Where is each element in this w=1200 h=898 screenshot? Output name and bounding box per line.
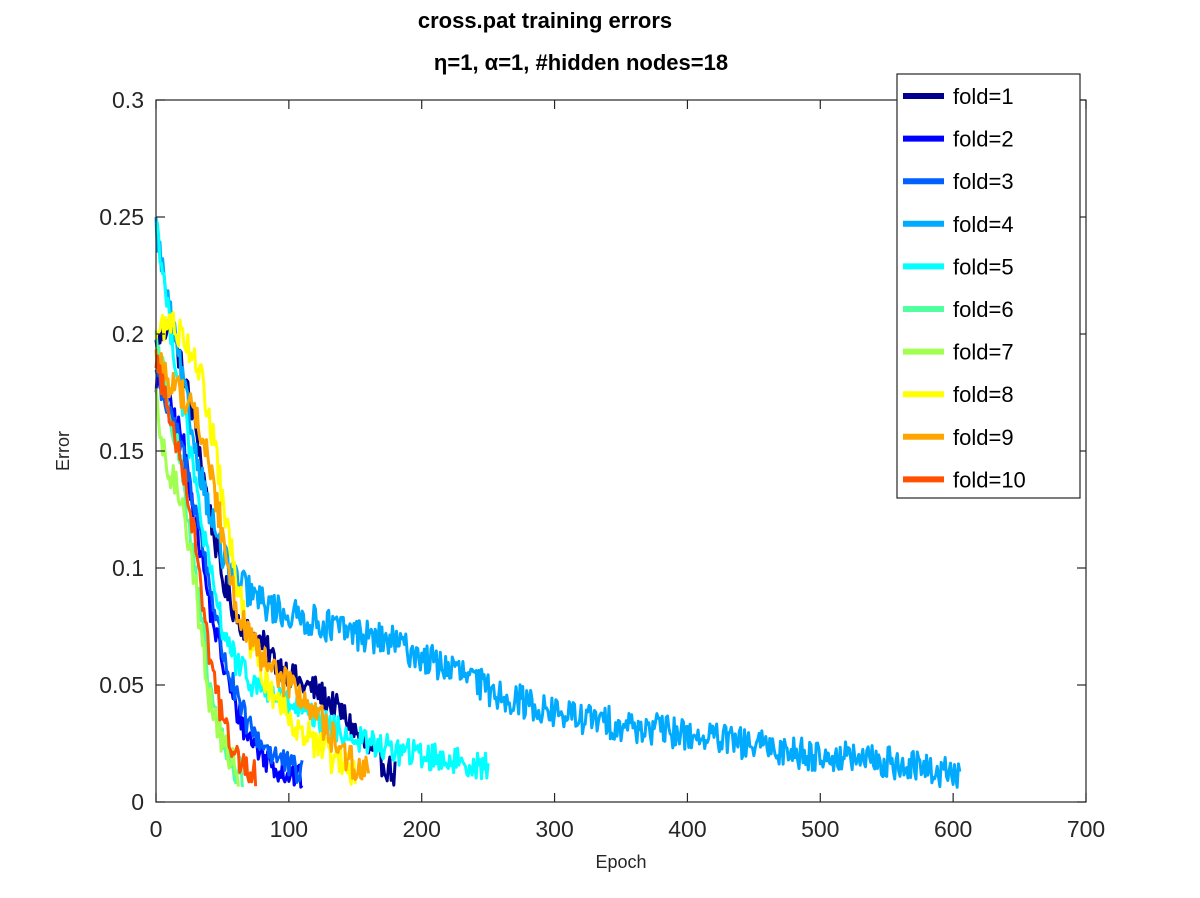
x-tick-label: 600 [934,816,972,842]
x-axis-label: Epoch [595,852,646,872]
legend: fold=1 fold=2 fold=3 fold=4 fold=5 fold=6 fold… [896,73,1081,499]
x-tick-label: 400 [668,816,706,842]
x-tick-label: 0 [150,816,163,842]
series-line-fold=4 [154,217,962,789]
legend-label: fold=8 [953,382,1014,407]
y-tick-label: 0.05 [99,672,144,698]
legend-label: fold=3 [953,169,1014,194]
legend-label: fold=6 [953,297,1014,322]
legend-label: fold=5 [953,254,1014,279]
y-tick-label: 0 [131,789,144,815]
x-tick-label: 700 [1067,816,1105,842]
y-tick-label: 0.2 [112,321,144,347]
axes-layer: 0 100 200 300 400 500 600 700 0 0.05 0.1 0.15 0.2 0.2… [99,87,1105,842]
legend-label: fold=10 [953,467,1026,492]
legend-label: fold=1 [953,84,1014,109]
legend-label: fold=2 [953,127,1014,152]
series-line-fold=9 [154,349,371,781]
legend-box [896,73,1081,499]
y-tick-label: 0.3 [112,87,144,113]
legend-label: fold=4 [953,212,1014,237]
x-tick-label: 100 [270,816,308,842]
series-line-fold=7 [154,388,240,787]
x-tick-label: 300 [535,816,573,842]
series-layer [154,217,962,789]
x-tick-label: 500 [801,816,839,842]
x-tick-label: 200 [403,816,441,842]
series-line-fold=10 [154,354,258,787]
chart-subtitle: η=1, α=1, #hidden nodes=18 [434,50,728,75]
y-tick-label: 0.1 [112,555,144,581]
title-block: cross.pat training errors η=1, α=1, #hid… [418,8,728,75]
y-tick-label: 0.15 [99,438,144,464]
y-axis-label: Error [53,431,73,471]
y-tick-label: 0.25 [99,204,144,230]
legend-label: fold=7 [953,340,1014,365]
chart-title: cross.pat training errors [418,8,672,33]
legend-label: fold=9 [953,425,1014,450]
